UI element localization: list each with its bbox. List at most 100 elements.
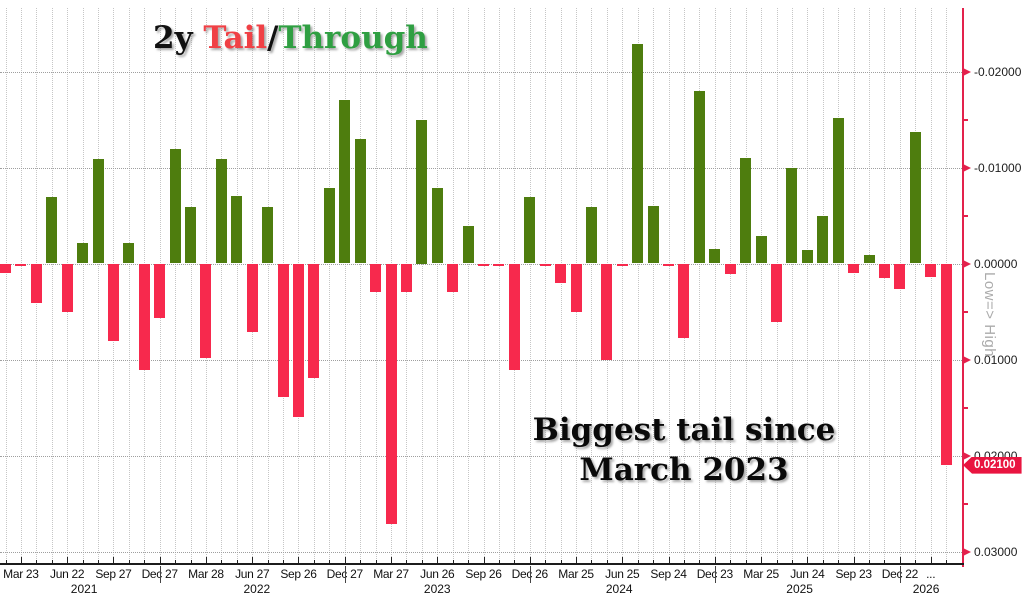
through-bar xyxy=(215,158,227,264)
vertical-gridline xyxy=(267,8,269,563)
x-axis-date-label: Jun 22 xyxy=(50,567,85,581)
tail-bar xyxy=(200,263,212,358)
tail-bar xyxy=(400,263,412,293)
x-axis-minor-tick xyxy=(36,560,38,563)
annotation-text: Biggest tail since March 2023 xyxy=(488,410,880,490)
title-slash: / xyxy=(267,20,279,56)
x-axis-year-label: 2022 xyxy=(243,582,271,596)
x-axis-date-label: Sep 23 xyxy=(835,567,872,581)
tail-bar xyxy=(940,263,952,466)
x-axis-date-label: Jun 27 xyxy=(235,567,270,581)
vertical-gridline xyxy=(545,8,547,563)
tail-bar xyxy=(493,263,505,266)
x-axis-minor-tick xyxy=(730,560,732,563)
tail-bar xyxy=(601,263,613,361)
vertical-gridline xyxy=(807,8,809,563)
tail-bar xyxy=(678,263,690,339)
vertical-gridline xyxy=(51,8,53,563)
right-axis-line xyxy=(962,8,964,567)
x-axis-minor-tick xyxy=(560,560,562,563)
tail-bar xyxy=(15,263,27,267)
x-axis-minor-tick xyxy=(283,560,285,563)
x-axis-line xyxy=(0,563,964,565)
x-axis-minor-tick xyxy=(791,560,793,563)
x-axis-year-divider xyxy=(529,566,531,583)
x-axis-major-tick xyxy=(576,557,578,563)
right-axis-tick-arrow xyxy=(963,67,971,76)
vertical-gridline xyxy=(714,8,716,563)
x-axis-major-tick xyxy=(714,557,716,563)
vertical-gridline xyxy=(930,8,932,563)
x-axis-minor-tick xyxy=(329,560,331,563)
x-axis-minor-tick xyxy=(699,560,701,563)
x-axis-major-tick xyxy=(807,557,809,563)
x-axis-date-label: Mar 27 xyxy=(373,567,409,581)
x-axis-minor-tick xyxy=(869,560,871,563)
x-axis-minor-tick xyxy=(82,560,84,563)
x-axis-minor-tick xyxy=(838,560,840,563)
through-bar xyxy=(339,100,351,264)
tail-bar xyxy=(771,263,782,323)
x-axis-date-label: Jun 25 xyxy=(605,567,640,581)
x-axis-year-divider xyxy=(159,566,161,583)
x-axis-date-label: Mar 28 xyxy=(188,567,224,581)
vertical-gridline xyxy=(622,8,624,563)
x-axis-minor-tick xyxy=(313,560,315,563)
x-axis-minor-tick xyxy=(498,560,500,563)
through-bar xyxy=(709,249,721,264)
x-axis-minor-tick xyxy=(267,560,269,563)
x-axis-minor-tick xyxy=(776,560,778,563)
vertical-gridline xyxy=(82,8,84,563)
x-axis-major-tick xyxy=(437,557,439,563)
tail-bar xyxy=(724,263,736,275)
x-axis-minor-tick xyxy=(884,560,886,563)
through-bar xyxy=(632,43,644,264)
x-axis-major-tick xyxy=(668,557,670,563)
through-bar xyxy=(169,149,181,264)
x-axis-minor-tick xyxy=(128,560,130,563)
x-axis-major-tick xyxy=(344,557,346,563)
x-axis-date-label: Jun 24 xyxy=(790,567,825,581)
vertical-gridline xyxy=(884,8,886,563)
through-bar xyxy=(909,131,921,264)
x-axis-minor-tick xyxy=(545,560,547,563)
x-axis-minor-tick xyxy=(175,560,177,563)
last-price-tag: 0.02100 xyxy=(963,456,1022,474)
through-bar xyxy=(231,196,243,264)
tail-bar xyxy=(138,263,150,371)
right-axis-minor-tick xyxy=(963,214,968,217)
x-axis-minor-tick xyxy=(745,560,747,563)
x-axis-date-label: Sep 26 xyxy=(280,567,317,581)
tail-bar xyxy=(663,263,675,266)
x-axis-major-tick xyxy=(853,557,855,563)
vertical-gridline xyxy=(699,8,701,563)
horizontal-gridline xyxy=(0,551,962,553)
vertical-gridline xyxy=(730,8,732,563)
vertical-gridline xyxy=(98,8,100,563)
x-axis-year-label: 2025 xyxy=(786,582,813,596)
right-axis-title: Low=> High xyxy=(981,272,998,358)
vertical-gridline xyxy=(668,8,670,563)
x-axis-date-label: Sep 26 xyxy=(465,567,502,581)
right-axis-minor-tick xyxy=(963,118,968,121)
vertical-gridline xyxy=(653,8,655,563)
x-axis-minor-tick xyxy=(221,560,223,563)
vertical-gridline xyxy=(869,8,871,563)
through-bar xyxy=(740,157,752,264)
horizontal-gridline xyxy=(0,455,962,457)
x-axis-date-label: Mar 25 xyxy=(558,567,594,581)
x-axis-minor-tick xyxy=(406,560,408,563)
tail-bar xyxy=(246,263,258,332)
x-axis-year-divider xyxy=(344,566,346,583)
x-axis-minor-tick xyxy=(946,560,948,563)
tail-bar xyxy=(61,263,73,313)
through-bar xyxy=(524,197,536,264)
x-axis-year-label: 2021 xyxy=(70,582,98,596)
annotation-line-2: March 2023 xyxy=(579,452,789,488)
x-axis-year-label: 2024 xyxy=(605,582,633,596)
x-axis-major-tick xyxy=(252,557,254,563)
through-bar xyxy=(786,168,798,264)
x-axis-date-label: Sep 27 xyxy=(95,567,132,581)
x-axis-major-tick xyxy=(483,557,485,563)
vertical-gridline xyxy=(483,8,485,563)
